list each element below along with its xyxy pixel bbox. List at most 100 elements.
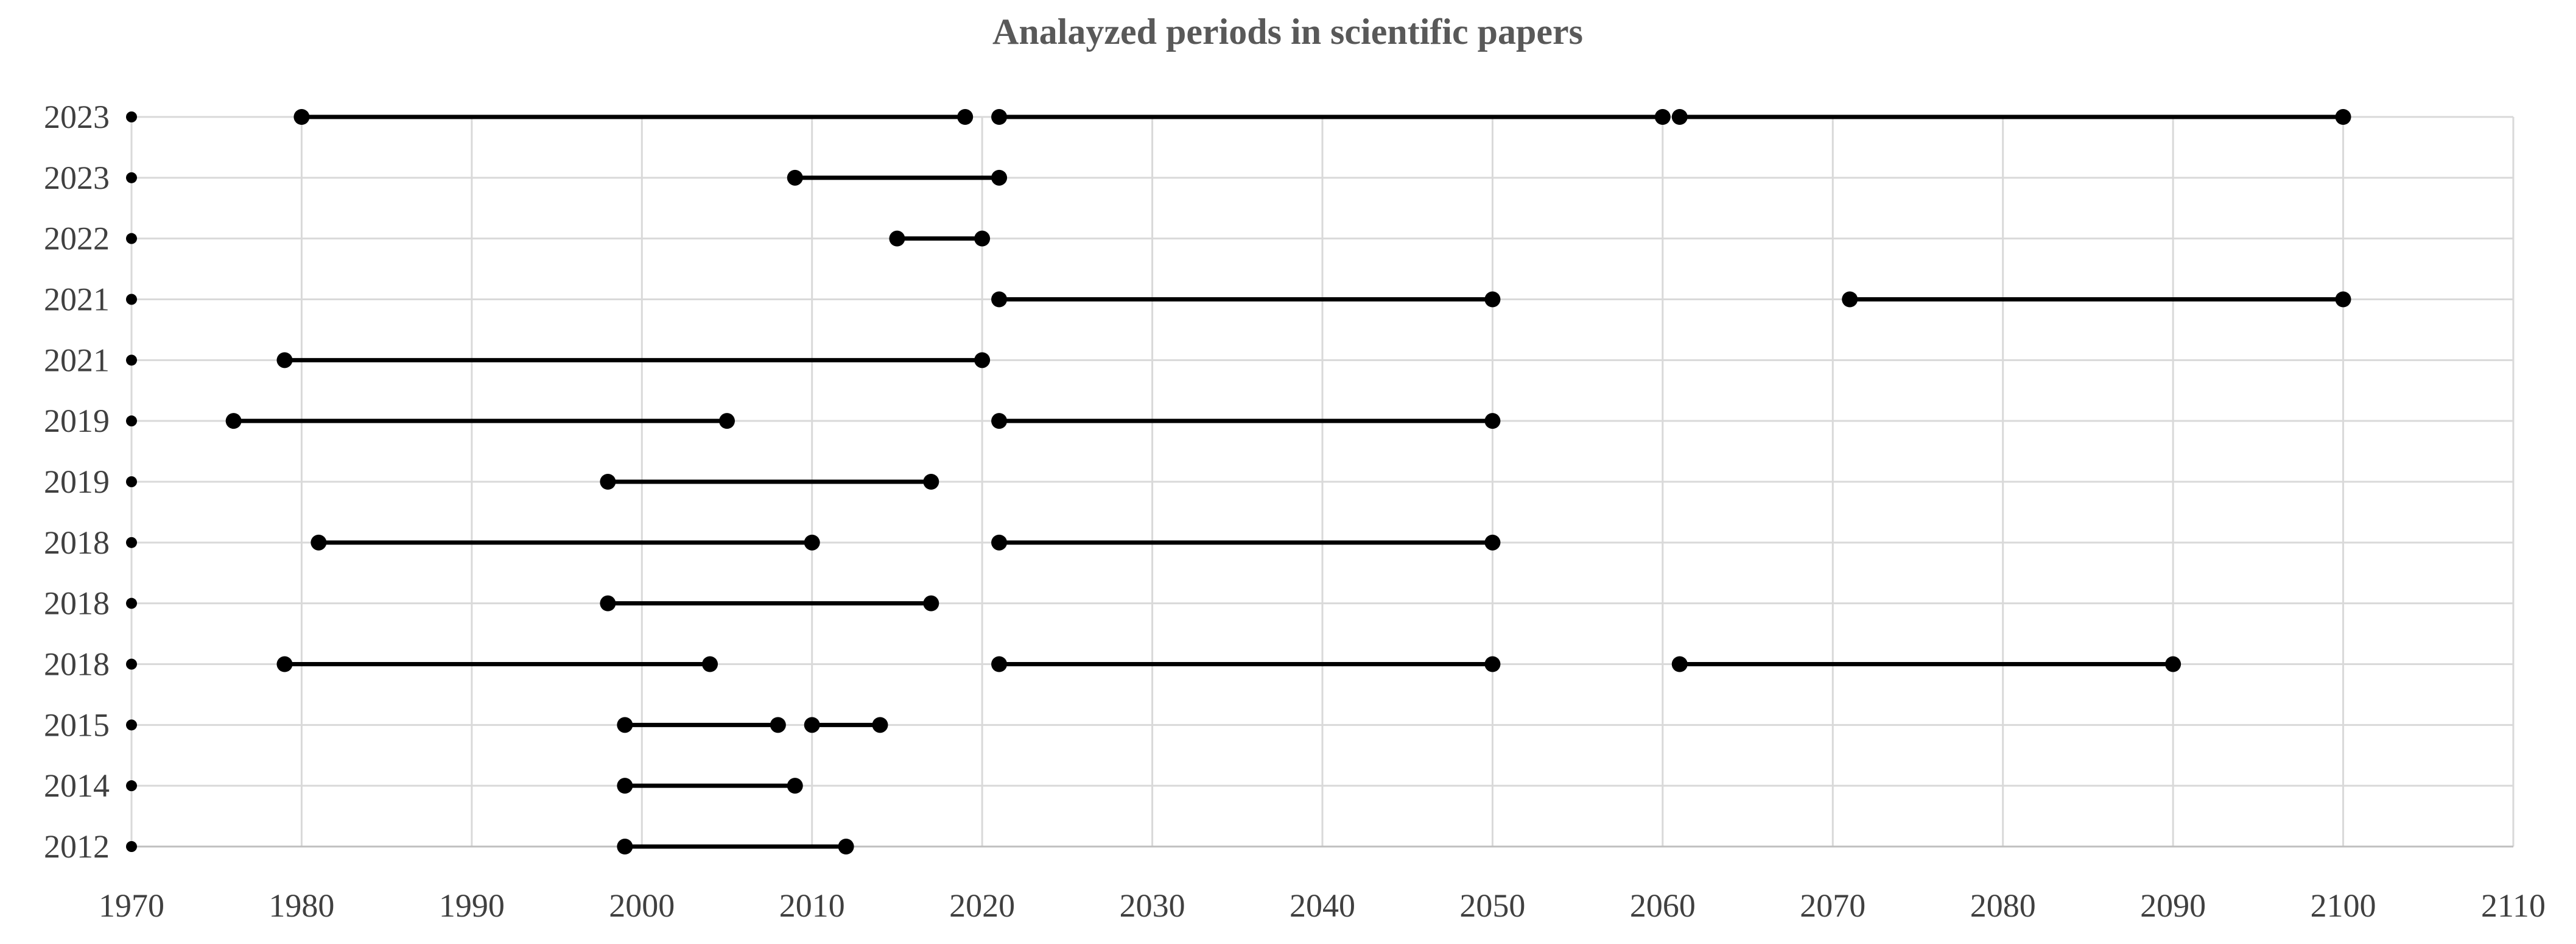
period-row <box>126 778 803 794</box>
period-start-point <box>991 109 1008 125</box>
y-tick-label: 2023 <box>44 99 110 135</box>
chart-title: Analayzed periods in scientific papers <box>992 12 1583 52</box>
period-end-point <box>974 352 991 368</box>
row-marker-point <box>126 354 137 366</box>
row-marker-point <box>126 841 137 852</box>
row-marker-point <box>126 780 137 792</box>
x-tick-label: 2110 <box>2481 887 2546 924</box>
period-row <box>126 291 2351 308</box>
gridlines <box>130 116 2515 847</box>
period-start-point <box>991 413 1008 429</box>
period-end-point <box>838 839 854 854</box>
period-end-point <box>787 778 803 794</box>
period-end-point <box>1654 109 1671 125</box>
period-row <box>126 230 991 247</box>
row-marker-point <box>126 111 137 122</box>
row-marker-point <box>126 294 137 305</box>
x-tick-label: 2060 <box>1630 887 1696 924</box>
y-tick-label: 2021 <box>44 342 110 378</box>
period-start-point <box>889 230 905 247</box>
x-tick-label: 2020 <box>949 887 1015 924</box>
period-end-point <box>1484 656 1501 672</box>
period-row <box>126 109 2351 125</box>
x-tick-label: 1970 <box>99 887 164 924</box>
periods <box>126 109 2351 854</box>
period-row <box>126 717 888 733</box>
period-start-point <box>1842 291 1858 308</box>
y-tick-label: 2018 <box>44 585 110 622</box>
period-start-point <box>293 109 310 125</box>
period-start-point <box>600 474 616 490</box>
x-tick-label: 2000 <box>609 887 675 924</box>
period-start-point <box>225 413 242 429</box>
period-end-point <box>923 595 939 611</box>
x-tick-label: 2080 <box>1970 887 2036 924</box>
x-axis-ticks: 1970 1980 1990 2000 2010 2020 2030 2040 2050 2060… <box>99 887 2546 924</box>
y-tick-label: 2012 <box>44 828 110 865</box>
y-tick-label: 2022 <box>44 220 110 257</box>
period-end-point <box>974 230 991 247</box>
period-end-point <box>957 109 974 125</box>
row-marker-point <box>126 537 137 548</box>
period-end-point <box>1484 534 1501 551</box>
period-row <box>126 656 2181 672</box>
x-tick-label: 2010 <box>779 887 845 924</box>
period-start-point <box>787 169 803 186</box>
period-start-point <box>617 717 633 733</box>
y-tick-label: 2014 <box>44 767 110 804</box>
period-end-point <box>719 413 735 429</box>
x-tick-label: 2090 <box>2140 887 2206 924</box>
period-end-point <box>770 717 786 733</box>
period-row <box>126 839 854 854</box>
y-tick-label: 2021 <box>44 281 110 318</box>
period-row <box>126 595 939 611</box>
period-start-point <box>991 534 1008 551</box>
x-tick-label: 2040 <box>1290 887 1355 924</box>
period-end-point <box>702 656 718 672</box>
period-end-point <box>923 474 939 490</box>
period-row <box>126 352 991 368</box>
period-start-point <box>1671 656 1688 672</box>
period-row <box>126 534 1501 551</box>
period-start-point <box>276 352 293 368</box>
y-tick-label: 2019 <box>44 403 110 439</box>
row-marker-point <box>126 597 137 609</box>
row-marker-point <box>126 172 137 183</box>
y-tick-label: 2018 <box>44 646 110 683</box>
x-tick-label: 2100 <box>2311 887 2376 924</box>
y-tick-label: 2018 <box>44 524 110 561</box>
period-start-point <box>311 534 327 551</box>
x-tick-label: 2050 <box>1459 887 1525 924</box>
row-marker-point <box>126 476 137 487</box>
x-tick-label: 2070 <box>1800 887 1865 924</box>
period-end-point <box>1484 413 1501 429</box>
x-tick-label: 1980 <box>268 887 334 924</box>
row-marker-point <box>126 233 137 244</box>
y-tick-label: 2023 <box>44 160 110 196</box>
period-end-point <box>991 169 1008 186</box>
y-tick-label: 2015 <box>44 706 110 743</box>
period-end-point <box>2335 109 2351 125</box>
period-end-point <box>804 534 820 551</box>
row-marker-point <box>126 658 137 670</box>
period-row <box>126 413 1501 429</box>
x-tick-label: 1990 <box>439 887 505 924</box>
period-start-point <box>276 656 293 672</box>
period-row <box>126 169 1008 186</box>
period-start-point <box>1671 109 1688 125</box>
period-row <box>126 474 939 490</box>
period-end-point <box>872 717 888 733</box>
period-start-point <box>991 656 1008 672</box>
period-start-point <box>617 839 633 854</box>
y-axis-ticks: 2023 2023 2022 2021 2021 2019 2019 2018 2018 2018… <box>44 99 110 865</box>
period-end-point <box>1484 291 1501 308</box>
period-start-point <box>617 778 633 794</box>
period-start-point <box>600 595 616 611</box>
y-tick-label: 2019 <box>44 463 110 500</box>
period-start-point <box>991 291 1008 308</box>
period-start-point <box>804 717 820 733</box>
row-marker-point <box>126 415 137 427</box>
period-end-point <box>2165 656 2181 672</box>
